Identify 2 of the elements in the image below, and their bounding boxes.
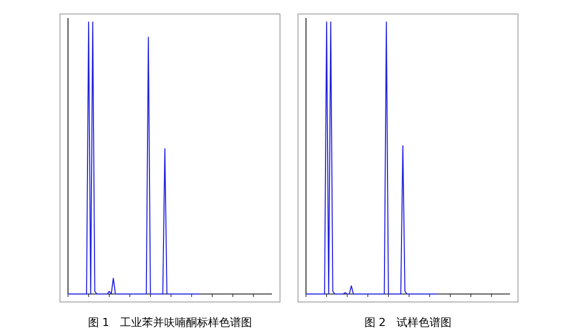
text: 图 1 工业苯并呋喃酮标样色谱图 bbox=[88, 316, 252, 329]
text: 图 2 试样色谱图 bbox=[364, 316, 452, 329]
